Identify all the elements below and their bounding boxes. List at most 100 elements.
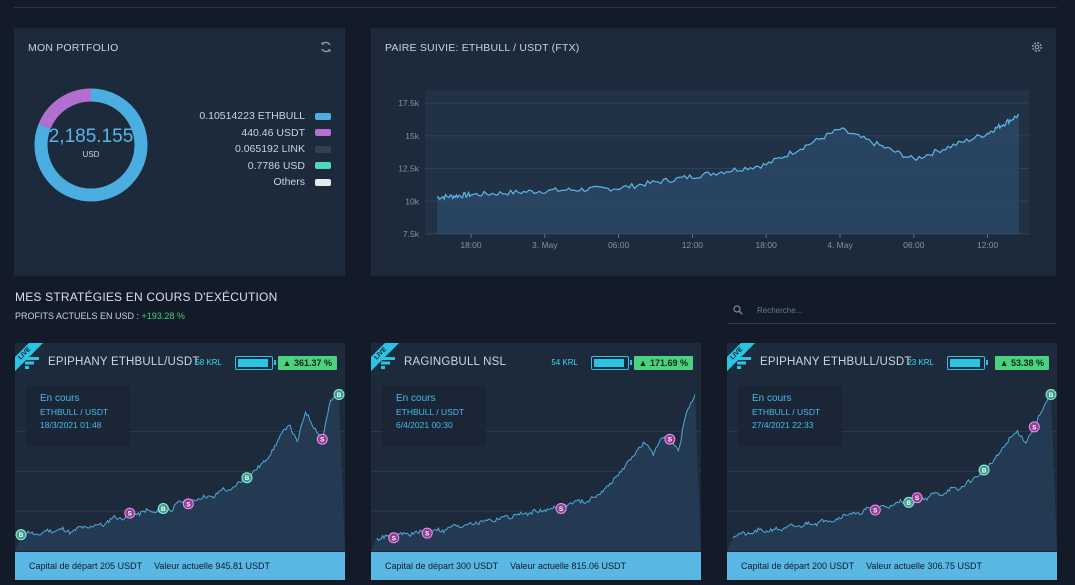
strategies-title: MES STRATÉGIES EN COURS D'EXÉCUTION — [15, 290, 278, 304]
krl-amount: 23 KRL — [907, 358, 934, 367]
legend-item: 0.10514223 ETHBULL — [199, 108, 331, 125]
ftx-logo-icon — [737, 357, 751, 369]
battery-level — [950, 359, 981, 367]
strategy-footer: Capital de départ 300 USDT Valeur actuel… — [371, 552, 701, 580]
profits-value: +193.28 % — [141, 311, 185, 321]
buy-marker: B — [333, 389, 345, 401]
profits-label: PROFITS ACTUELS EN USD : — [15, 311, 140, 321]
sell-marker: S — [421, 527, 433, 539]
strategy-pair: ETHBULL / USDT — [752, 407, 821, 417]
x-tick-label: 18:00 — [460, 240, 482, 250]
svg-text:B: B — [337, 392, 342, 399]
strategy-status: En cours — [40, 393, 80, 404]
y-tick-label: 12.5k — [398, 164, 420, 174]
x-tick-label: 06:00 — [903, 240, 925, 250]
strategy-line — [20, 394, 340, 536]
strategy-status: En cours — [752, 393, 792, 404]
krl-amount: 58 KRL — [195, 358, 222, 367]
sell-marker: S — [182, 498, 194, 510]
legend-swatch — [315, 162, 331, 170]
x-tick-label: 12:00 — [977, 240, 999, 250]
strategy-footer: Capital de départ 205 USDT Valeur actuel… — [15, 552, 345, 580]
strategy-line — [732, 394, 1052, 539]
svg-text:B: B — [161, 506, 166, 513]
start-capital: Capital de départ 205 USDT — [29, 561, 143, 571]
profits-summary: PROFITS ACTUELS EN USD : +193.28 % — [15, 311, 185, 321]
buy-marker: B — [1045, 389, 1057, 401]
x-tick-label: 12:00 — [682, 240, 704, 250]
gear-icon[interactable] — [1030, 40, 1044, 54]
search-input[interactable] — [757, 302, 1037, 318]
legend-swatch — [315, 112, 331, 120]
strategy-area — [15, 394, 345, 551]
strategy-date: 27/4/2021 22:33 — [752, 420, 814, 430]
svg-text:S: S — [392, 535, 397, 542]
battery-level — [238, 359, 269, 367]
current-value: Valeur actuelle 815.06 USDT — [510, 561, 626, 571]
sell-marker: S — [388, 532, 400, 544]
legend-swatch — [315, 129, 331, 137]
svg-text:B: B — [19, 532, 24, 539]
legend-swatch — [315, 178, 331, 186]
y-tick-label: 17.5k — [398, 98, 420, 108]
svg-text:B: B — [982, 468, 987, 475]
krl-amount: 54 KRL — [551, 358, 578, 367]
sell-marker: S — [316, 433, 328, 445]
portfolio-legend: 0.10514223 ETHBULL 440.46 USDT 0.065192 … — [199, 108, 331, 191]
legend-item: 440.46 USDT — [199, 125, 331, 142]
price-chart: 17.5k 15k 12.5k 10k 7.5k 18:00 3. May 06:00 12:0… — [398, 90, 1029, 250]
strategy-name: EPIPHANY ETHBULL/USDT — [760, 356, 912, 368]
sell-marker: S — [869, 504, 881, 516]
strategy-name: EPIPHANY ETHBULL/USDT — [48, 356, 200, 368]
current-value: Valeur actuelle 306.75 USDT — [866, 561, 982, 571]
top-divider — [14, 7, 1057, 8]
legend-item: Others — [199, 174, 331, 191]
battery-icon — [591, 356, 632, 370]
legend-swatch — [315, 145, 331, 153]
strategy-info: En cours ETHBULL / USDT 27/4/2021 22:33 — [738, 386, 842, 446]
profit-badge: ▲ 53.38 % — [994, 356, 1049, 370]
svg-text:B: B — [906, 500, 911, 507]
svg-text:S: S — [186, 501, 191, 508]
portfolio-unit: USD — [82, 150, 100, 159]
battery-icon — [235, 356, 276, 370]
portfolio-total: 2,185.155 — [48, 126, 134, 147]
svg-text:S: S — [668, 437, 673, 444]
x-tick-label: 06:00 — [608, 240, 630, 250]
portfolio-panel: MON PORTFOLIO 2,185.155 USD 0.10514223 E… — [14, 28, 345, 276]
y-tick-label: 7.5k — [403, 229, 420, 239]
sell-marker: S — [555, 503, 567, 514]
svg-text:S: S — [559, 506, 564, 513]
strategy-chart: S S S S — [371, 394, 701, 551]
x-tick-label: 18:00 — [756, 240, 778, 250]
strategy-date: 18/3/2021 01:48 — [40, 420, 102, 430]
svg-text:S: S — [320, 437, 325, 444]
buy-marker: B — [15, 529, 27, 541]
pair-chart-panel: PAIRE SUIVIE: ETHBULL / USDT (FTX) 17.5k… — [371, 28, 1056, 276]
strategy-date: 6/4/2021 00:30 — [396, 420, 453, 430]
portfolio-title: MON PORTFOLIO — [28, 42, 119, 54]
profit-badge: ▲ 361.37 % — [277, 356, 337, 370]
svg-text:S: S — [425, 531, 430, 538]
strategy-info: En cours ETHBULL / USDT 18/3/2021 01:48 — [26, 386, 130, 446]
strategy-status: En cours — [396, 393, 436, 404]
battery-level — [594, 359, 625, 367]
svg-text:S: S — [873, 508, 878, 515]
price-line — [436, 114, 1020, 201]
start-capital: Capital de départ 200 USDT — [741, 561, 855, 571]
refresh-icon[interactable] — [319, 40, 333, 54]
search-bar — [727, 296, 1056, 324]
legend-item: 0.065192 LINK — [199, 141, 331, 158]
current-value: Valeur actuelle 945.81 USDT — [154, 561, 270, 571]
pair-title: PAIRE SUIVIE: ETHBULL / USDT (FTX) — [385, 42, 580, 54]
x-tick-label: 3. May — [532, 240, 558, 250]
x-tick-label: 4. May — [827, 240, 853, 250]
strategy-pair: ETHBULL / USDT — [40, 407, 109, 417]
buy-marker: B — [241, 472, 253, 484]
price-area — [437, 114, 1019, 234]
strategy-area — [371, 394, 701, 551]
